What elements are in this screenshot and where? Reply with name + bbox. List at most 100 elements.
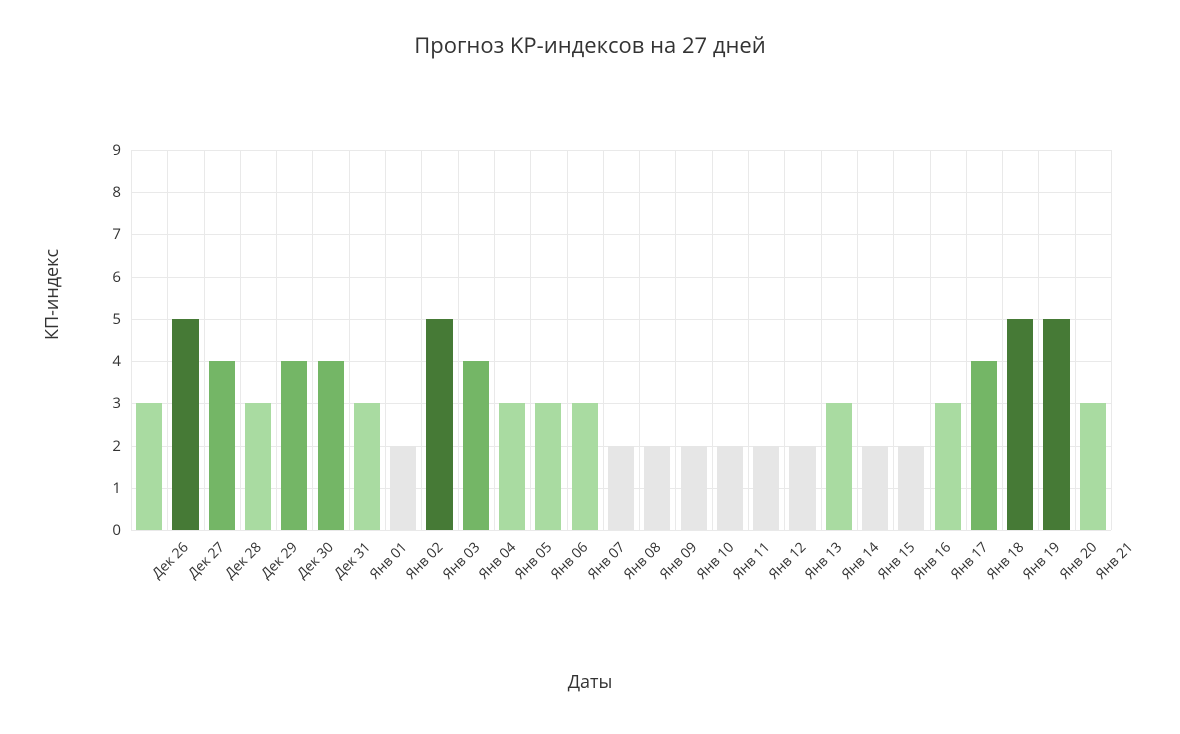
gridline-v: [530, 150, 531, 530]
gridline-v: [1111, 150, 1112, 530]
x-tick-label: Янв 05: [511, 538, 557, 584]
x-tick-label: Дек 29: [257, 538, 302, 583]
x-tick-label: Янв 14: [837, 538, 883, 584]
x-tick-label: Янв 02: [402, 538, 448, 584]
gridline-v: [639, 150, 640, 530]
chart-container: Прогноз KP-индексов на 27 дней КП-индекс…: [0, 0, 1180, 734]
y-tick-label: 7: [112, 224, 121, 244]
gridline-v: [421, 150, 422, 530]
bar: [826, 403, 852, 530]
bar: [318, 361, 344, 530]
bar: [898, 446, 924, 530]
gridline-h: [131, 234, 1111, 235]
gridline-h: [131, 361, 1111, 362]
gridline-v: [131, 150, 132, 530]
bar: [245, 403, 271, 530]
gridline-v: [167, 150, 168, 530]
bar: [354, 403, 380, 530]
gridline-v: [385, 150, 386, 530]
x-tick-label: Янв 10: [692, 538, 738, 584]
bar: [1007, 319, 1033, 530]
bar: [753, 446, 779, 530]
x-tick-label: Янв 07: [583, 538, 629, 584]
bar: [681, 446, 707, 530]
x-tick-label: Янв 13: [801, 538, 847, 584]
gridline-v: [821, 150, 822, 530]
x-tick-label: Янв 04: [474, 538, 520, 584]
x-tick-label: Янв 03: [438, 538, 484, 584]
x-tick-label: Дек 26: [148, 538, 193, 583]
bar: [535, 403, 561, 530]
x-tick-label: Янв 21: [1091, 538, 1137, 584]
x-tick-label: Янв 09: [656, 538, 702, 584]
y-tick-label: 0: [112, 520, 121, 540]
gridline-v: [675, 150, 676, 530]
gridline-v: [748, 150, 749, 530]
x-tick-label: Янв 15: [874, 538, 920, 584]
plot-area: 0123456789Дек 26Дек 27Дек 28Дек 29Дек 30…: [130, 150, 1111, 531]
gridline-h: [131, 530, 1111, 531]
x-tick-label: Дек 30: [293, 538, 338, 583]
bar: [862, 446, 888, 530]
y-tick-label: 2: [112, 436, 121, 456]
bar: [172, 319, 198, 530]
bar: [717, 446, 743, 530]
bar: [390, 446, 416, 530]
x-tick-label: Янв 08: [620, 538, 666, 584]
gridline-v: [240, 150, 241, 530]
bar: [789, 446, 815, 530]
x-tick-label: Дек 31: [329, 538, 374, 583]
gridline-v: [712, 150, 713, 530]
bar: [971, 361, 997, 530]
gridline-v: [930, 150, 931, 530]
x-tick-label: Янв 19: [1019, 538, 1065, 584]
gridline-h: [131, 277, 1111, 278]
x-tick-label: Янв 11: [728, 538, 774, 584]
gridline-v: [458, 150, 459, 530]
gridline-v: [1075, 150, 1076, 530]
bar: [644, 446, 670, 530]
bar: [281, 361, 307, 530]
x-tick-label: Янв 12: [765, 538, 811, 584]
bar: [1043, 319, 1069, 530]
bar: [572, 403, 598, 530]
gridline-v: [494, 150, 495, 530]
x-tick-label: Янв 06: [547, 538, 593, 584]
gridline-v: [1002, 150, 1003, 530]
gridline-v: [349, 150, 350, 530]
bar: [935, 403, 961, 530]
gridline-v: [276, 150, 277, 530]
x-tick-label: Дек 28: [221, 538, 266, 583]
gridline-v: [966, 150, 967, 530]
y-tick-label: 5: [112, 309, 121, 329]
gridline-v: [312, 150, 313, 530]
gridline-h: [131, 150, 1111, 151]
bar: [426, 319, 452, 530]
gridline-v: [784, 150, 785, 530]
gridline-v: [204, 150, 205, 530]
gridline-h: [131, 403, 1111, 404]
gridline-v: [893, 150, 894, 530]
x-axis-label: Даты: [0, 670, 1180, 694]
bar: [1080, 403, 1106, 530]
y-tick-label: 9: [112, 140, 121, 160]
x-tick-label: Янв 20: [1055, 538, 1101, 584]
gridline-v: [857, 150, 858, 530]
chart-title: Прогноз KP-индексов на 27 дней: [0, 30, 1180, 60]
y-axis-label: КП-индекс: [40, 249, 64, 340]
y-tick-label: 3: [112, 393, 121, 413]
gridline-v: [567, 150, 568, 530]
gridline-v: [603, 150, 604, 530]
gridline-h: [131, 192, 1111, 193]
y-tick-label: 4: [112, 351, 121, 371]
x-tick-label: Дек 27: [184, 538, 229, 583]
y-tick-label: 1: [112, 478, 121, 498]
gridline-h: [131, 319, 1111, 320]
bar: [136, 403, 162, 530]
bar: [463, 361, 489, 530]
x-tick-label: Янв 17: [946, 538, 992, 584]
bar: [608, 446, 634, 530]
bar: [209, 361, 235, 530]
gridline-v: [1038, 150, 1039, 530]
x-tick-label: Янв 16: [910, 538, 956, 584]
